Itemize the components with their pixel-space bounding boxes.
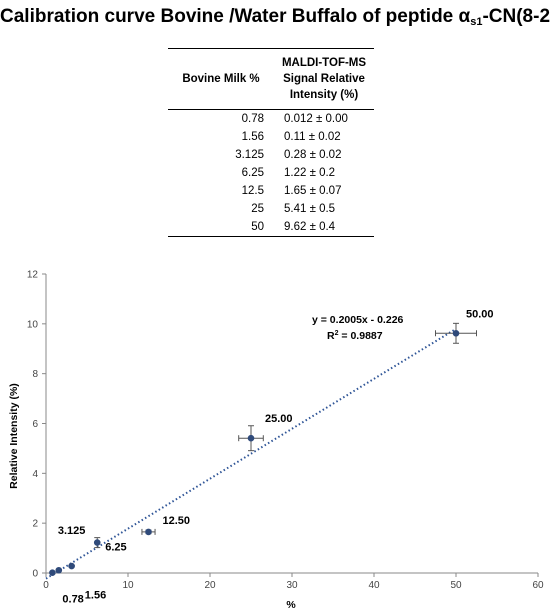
data-point xyxy=(49,569,56,577)
chart-title: Calibration curve Bovine /Water Buffalo … xyxy=(0,6,550,28)
table-row: 1.56 0.11 ± 0.02 xyxy=(168,128,374,146)
cell-intensity: 5.41 ± 0.5 xyxy=(284,203,336,215)
trendline-r-squared: R2 = 0.9887 xyxy=(327,330,383,342)
table-row: 12.5 1.65 ± 0.07 xyxy=(168,182,374,200)
header-signal-intensity: MALDI-TOF-MS Signal Relative Intensity (… xyxy=(281,57,367,101)
point-label: 12.50 xyxy=(163,515,191,527)
calibration-scatter-chart: 0 10 20 30 40 50 60 0 2 4 6 8 10 12 0.78 1.56 3.125 6.25… xyxy=(8,270,544,612)
point-label: 25.00 xyxy=(265,413,293,425)
cell-intensity: 9.62 ± 0.4 xyxy=(284,221,336,233)
chart-ticks: 0 10 20 30 40 50 60 0 2 4 6 8 10 12 xyxy=(27,270,544,592)
cell-bovine-pct: 1.56 xyxy=(241,131,264,143)
x-tick-label: 0 xyxy=(43,580,49,591)
r2-label: R xyxy=(327,330,335,342)
cell-bovine-pct: 0.78 xyxy=(241,113,264,125)
x-tick-label: 50 xyxy=(450,580,462,591)
data-point xyxy=(145,528,152,536)
y-tick-label: 8 xyxy=(32,369,38,380)
x-tick-label: 60 xyxy=(532,580,544,591)
r2-value: = 0.9887 xyxy=(339,330,383,342)
table-row: 25 5.41 ± 0.5 xyxy=(168,200,374,218)
point-label: 6.25 xyxy=(105,542,126,554)
y-tick-label: 2 xyxy=(32,519,38,530)
point-label: 50.00 xyxy=(466,308,494,320)
cell-intensity: 0.28 ± 0.02 xyxy=(284,149,342,161)
calibration-table: Bovine Milk % MALDI-TOF-MS Signal Relati… xyxy=(168,48,374,237)
point-label: 0.78 xyxy=(62,594,83,606)
table-row: 6.25 1.22 ± 0.2 xyxy=(168,164,374,182)
x-tick-label: 10 xyxy=(122,580,134,591)
cell-bovine-pct: 50 xyxy=(251,221,264,233)
y-tick-label: 4 xyxy=(32,469,38,480)
y-axis-label: Relative Intensity (%) xyxy=(8,383,20,489)
data-point xyxy=(93,539,101,546)
y-tick-label: 0 xyxy=(32,569,38,580)
data-point xyxy=(452,330,460,337)
data-point xyxy=(68,562,75,570)
data-point xyxy=(247,434,255,442)
table-row: 3.125 0.28 ± 0.02 xyxy=(168,146,374,164)
y-tick-label: 10 xyxy=(27,319,39,330)
trendline-group xyxy=(45,327,457,580)
table-row: 0.78 0.012 ± 0.00 xyxy=(168,110,374,129)
cell-bovine-pct: 12.5 xyxy=(241,185,264,197)
x-tick-label: 20 xyxy=(204,580,216,591)
x-axis-label: % xyxy=(286,599,296,611)
cell-bovine-pct: 25 xyxy=(251,203,264,215)
cell-intensity: 1.65 ± 0.07 xyxy=(284,185,342,197)
y-tick-label: 6 xyxy=(32,419,38,430)
title-main: Calibration curve Bovine /Water Buffalo … xyxy=(0,6,471,27)
point-label: 1.56 xyxy=(85,589,106,601)
trendline xyxy=(45,327,457,580)
cell-bovine-pct: 6.25 xyxy=(241,167,264,179)
title-subscript: s1 xyxy=(470,16,483,28)
x-tick-label: 40 xyxy=(368,580,380,591)
x-tick-label: 30 xyxy=(286,580,298,591)
header-bovine-milk: Bovine Milk % xyxy=(182,73,260,85)
cell-intensity: 0.012 ± 0.00 xyxy=(284,113,348,125)
table-row: 50 9.62 ± 0.4 xyxy=(168,218,374,237)
y-tick-label: 12 xyxy=(27,270,39,281)
point-group xyxy=(49,330,460,577)
cell-intensity: 0.11 ± 0.02 xyxy=(284,131,341,143)
table-header-row: Bovine Milk % MALDI-TOF-MS Signal Relati… xyxy=(168,48,374,110)
point-label: 3.125 xyxy=(58,525,86,537)
trendline-equation: y = 0.2005x - 0.226 xyxy=(312,314,404,326)
point-label-group: 0.78 1.56 3.125 6.25 12.50 25.00 50.00 xyxy=(58,308,494,605)
r2-superscript: 2 xyxy=(335,330,339,337)
errorbar-group xyxy=(55,322,477,572)
data-point xyxy=(55,566,63,574)
cell-bovine-pct: 3.125 xyxy=(235,149,264,161)
title-suffix: -CN(8-22) xyxy=(482,6,550,27)
cell-intensity: 1.22 ± 0.2 xyxy=(284,167,336,179)
